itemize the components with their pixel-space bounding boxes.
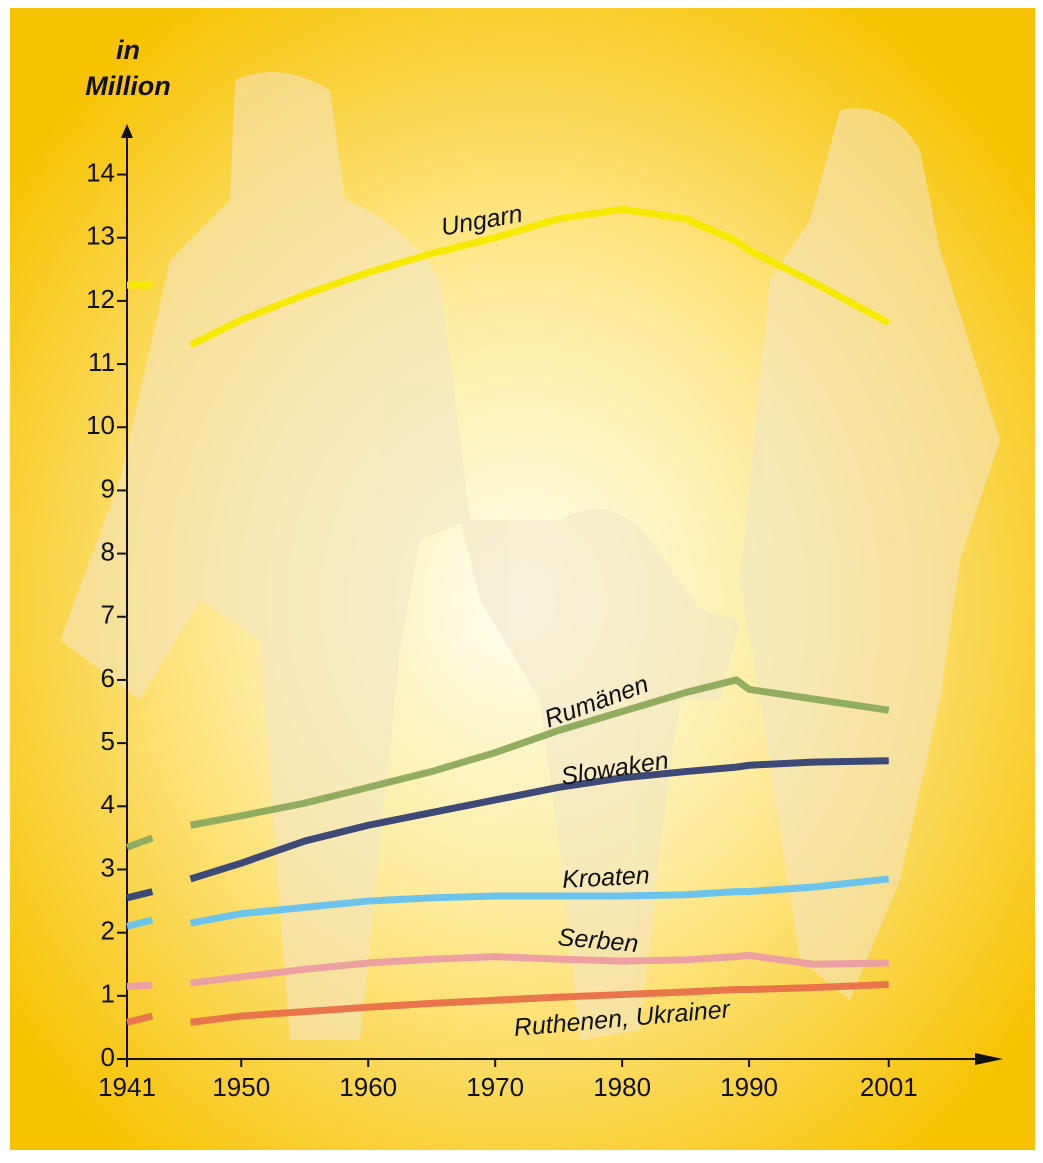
x-tick-label: 1990 (720, 1072, 778, 1102)
y-tick-label: 8 (101, 536, 115, 566)
x-tick-label: 1980 (593, 1072, 651, 1102)
y-tick-label: 1 (101, 979, 115, 1009)
y-axis-label: Million (85, 71, 170, 101)
y-tick-label: 5 (101, 726, 115, 756)
series-label: Kroaten (561, 861, 650, 894)
y-axis-label: in (116, 35, 140, 65)
y-tick-label: 9 (101, 473, 115, 503)
x-tick-label: 1941 (98, 1072, 156, 1102)
y-tick-label: 2 (101, 916, 115, 946)
y-tick-label: 6 (101, 663, 115, 693)
y-tick-label: 12 (86, 284, 115, 314)
x-tick-label: 1970 (466, 1072, 524, 1102)
y-tick-label: 4 (101, 789, 115, 819)
x-tick-label: 1950 (212, 1072, 270, 1102)
y-tick-label: 11 (88, 347, 115, 377)
y-tick-label: 0 (101, 1042, 115, 1072)
chart: in Million 01234567891011121314194119501… (0, 0, 1043, 1163)
x-tick-label: 2001 (860, 1072, 918, 1102)
y-tick-label: 13 (86, 221, 115, 251)
y-tick-label: 7 (101, 600, 115, 630)
x-tick-label: 1960 (339, 1072, 397, 1102)
y-tick-label: 3 (101, 852, 115, 882)
y-tick-label: 10 (86, 410, 115, 440)
y-tick-label: 14 (86, 157, 115, 187)
